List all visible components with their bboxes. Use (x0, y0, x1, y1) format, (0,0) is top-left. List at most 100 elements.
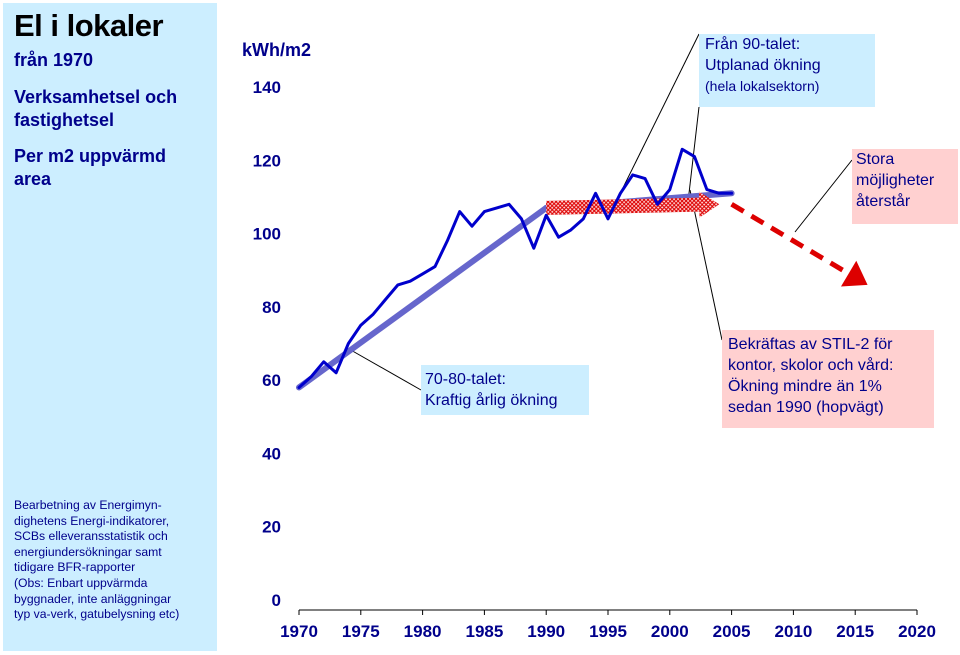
data-point (582, 218, 584, 220)
source-line: typ va-verk, gatubelysning etc) (14, 607, 180, 622)
data-point (681, 148, 683, 150)
x-tick-label: 2005 (713, 622, 751, 641)
data-point (323, 361, 325, 363)
x-tick-label: 2000 (651, 622, 689, 641)
callout-70-80-line: 70-80-talet: (425, 371, 506, 388)
source-line: dighetens Energi-indikatorer, (14, 513, 170, 528)
data-point (446, 240, 448, 242)
data-point (298, 386, 300, 388)
leader-line (689, 189, 723, 341)
data-point (570, 229, 572, 231)
leader-line (616, 33, 700, 201)
data-point (347, 343, 349, 344)
per-line-2: area (14, 169, 52, 189)
callout-from-90s: Från 90-talet: Utplanad ökning (hela lok… (699, 34, 875, 107)
source-line: byggnader, inte anläggningar (14, 591, 172, 606)
x-tick-label: 1990 (527, 622, 565, 641)
data-point (459, 211, 461, 213)
callout-stil2-line: kontor, skolor och vård: (728, 357, 894, 374)
data-point (694, 156, 696, 158)
data-point (545, 214, 547, 216)
leader-line (794, 159, 853, 233)
x-tick-label: 1970 (280, 622, 318, 641)
callout-from-90s-line: Utplanad ökning (705, 57, 821, 74)
y-tick-label: 0 (272, 591, 281, 610)
data-point (595, 192, 597, 194)
source-line: energiundersökningar samt (14, 544, 162, 559)
y-tick-label: 80 (262, 298, 281, 317)
data-point (471, 225, 473, 227)
callout-stil2: Bekräftas av STIL-2 för kontor, skolor o… (722, 330, 934, 428)
projection-dashed-line (730, 202, 850, 276)
callout-stil2-line: sedan 1990 (hopvägt) (728, 399, 884, 416)
y-tick-label: 60 (262, 371, 281, 390)
data-point (656, 203, 658, 205)
data-point (372, 313, 374, 315)
callout-stora-line: möjligheter (856, 172, 935, 189)
page-title: El i lokaler (14, 8, 164, 43)
trend-line-1970-1990 (296, 204, 550, 391)
data-point (632, 174, 634, 176)
y-axis-unit-label: kWh/m2 (242, 40, 312, 60)
x-tick-label: 1995 (589, 622, 627, 641)
callout-stora-line: Stora (856, 151, 895, 168)
callout-70-80-talet: 70-80-talet: Kraftig årlig ökning (421, 365, 589, 415)
data-point (533, 247, 535, 249)
callout-stora-line: återstår (856, 193, 911, 210)
y-tick-label: 40 (262, 444, 281, 463)
heading-verksamhetsel: Verksamhetsel och fastighetsel (14, 86, 214, 132)
data-point (731, 192, 733, 194)
projection-arrowhead (840, 260, 868, 287)
data-point (508, 203, 510, 205)
data-point (706, 189, 708, 191)
source-line: (Obs: Enbart uppvärmda (14, 575, 148, 590)
callout-stil2-line: Bekräftas av STIL-2 för (728, 336, 893, 353)
x-tick-label: 2010 (774, 622, 812, 641)
data-point (718, 192, 720, 194)
series-line-el-per-m2 (297, 147, 734, 389)
data-point (409, 280, 411, 282)
data-point (360, 324, 362, 326)
data-point (335, 372, 337, 374)
data-point (644, 178, 646, 180)
data-point (422, 273, 424, 275)
source-note: Bearbetning av Energimyn- dighetens Ener… (14, 498, 214, 623)
data-point (520, 218, 522, 220)
trend-arrow-body (546, 191, 720, 218)
data-point (558, 236, 560, 238)
data-point (397, 284, 399, 286)
source-line: tidigare BFR-rapporter (14, 560, 136, 575)
y-tick-label: 20 (262, 518, 281, 537)
x-tick-label: 1975 (342, 622, 380, 641)
heading-per-m2: Per m2 uppvärmd area (14, 145, 214, 191)
x-tick-label: 2020 (898, 622, 936, 641)
source-line: SCBs elleveransstatistik och (14, 529, 168, 544)
data-point (619, 192, 621, 194)
x-tick-label: 2015 (836, 622, 874, 641)
leader-line (348, 348, 422, 391)
x-tick-label: 1985 (465, 622, 503, 641)
page-subtitle: från 1970 (14, 50, 94, 70)
data-point (496, 207, 498, 209)
x-tick-label: 1980 (404, 622, 442, 641)
data-point (434, 266, 436, 268)
callout-stil2-line: Ökning mindre än 1% (728, 378, 882, 395)
heading-line-1: Verksamhetsel och (14, 87, 178, 107)
callout-from-90s-line: Från 90-talet: (705, 36, 801, 53)
trend-arrow-1990-2004 (546, 191, 720, 218)
callout-70-80-line: Kraftig årlig ökning (425, 392, 558, 409)
y-tick-label: 120 (253, 151, 281, 170)
source-line: Bearbetning av Energimyn- (14, 498, 162, 512)
data-point (385, 299, 387, 301)
sidebar-panel (3, 3, 217, 651)
callout-from-90s-note: (hela lokalsektorn) (705, 78, 820, 94)
data-point (669, 189, 671, 191)
per-line-1: Per m2 uppvärmd (14, 146, 167, 166)
heading-line-2: fastighetsel (14, 110, 115, 130)
y-tick-label: 100 (253, 225, 281, 244)
y-tick-label: 140 (253, 78, 281, 97)
data-point (483, 211, 485, 213)
data-point (607, 218, 609, 220)
data-point (310, 375, 312, 377)
